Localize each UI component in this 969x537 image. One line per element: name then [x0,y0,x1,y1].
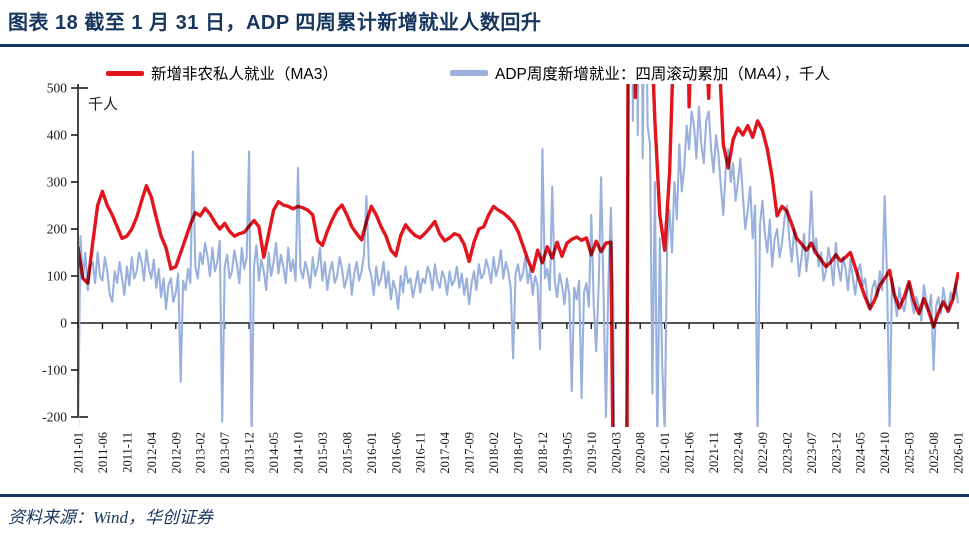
x-axis-tick-label: 2013-12 [243,432,257,474]
x-axis-tick-label: 2017-09 [463,432,477,474]
x-axis-tick-label: 2021-11 [707,432,721,473]
legend-item-nonfarm: 新增非农私人就业（MA3） [106,63,338,83]
x-axis-tick-label: 2013-02 [194,432,208,474]
x-axis-tick-label: 2023-02 [780,432,794,474]
x-axis-tick-label: 2016-06 [389,432,403,474]
x-axis-tick-label: 2023-07 [805,432,819,474]
x-axis-tick-label: 2025-08 [927,432,941,474]
x-axis-tick-label: 2023-12 [829,432,843,474]
legend-label-adp: ADP周度新增就业：四周滚动累加（MA4），千人 [495,66,830,83]
y-axis-tick-label: 500 [47,81,68,96]
x-axis-tick-label: 2016-11 [414,432,428,473]
y-axis-tick-label: 200 [47,222,68,237]
x-axis-tick-label: 2012-04 [145,431,159,473]
x-axis-tick-label: 2021-06 [683,432,697,474]
x-axis-tick-label: 2011-06 [96,432,110,473]
legend-item-adp: ADP周度新增就业：四周滚动累加（MA4），千人 [450,63,830,83]
x-axis-tick-label: 2025-03 [903,432,917,474]
x-axis-tick-label: 2026-01 [952,432,966,474]
y-axis-tick-label: 100 [47,269,68,284]
x-axis-tick-label: 2018-02 [487,432,501,474]
y-axis-unit-label: 千人 [88,96,119,113]
x-axis-tick-label: 2011-11 [120,432,134,473]
page-title: 图表 18 截至 1 月 31 日，ADP 四周累计新增就业人数回升 [8,12,542,34]
red-line-swatch-icon [106,70,144,76]
x-axis-tick-label: 2021-01 [658,432,672,474]
x-axis-tick-label: 2020-03 [609,432,623,474]
y-axis-tick-label: -200 [42,410,67,425]
x-axis-tick-label: 2017-04 [438,431,452,473]
legend-label-nonfarm: 新增非农私人就业（MA3） [151,66,338,83]
x-axis-tick-label: 2022-04 [732,431,746,473]
x-axis-tick-label: 2022-09 [756,432,770,474]
x-axis-tick-label: 2012-09 [169,432,183,474]
x-axis-tick-label: 2011-01 [72,432,86,473]
x-axis-tick-label: 2019-10 [585,432,599,474]
y-axis-tick-label: 300 [47,175,68,190]
x-axis-tick-label: 2020-08 [634,432,648,474]
x-axis-tick-label: 2024-05 [854,432,868,474]
series-nonfarm-ma3-line [79,84,959,427]
x-axis-tick-label: 2013-07 [218,432,232,474]
footer-divider [0,494,969,497]
series-adp-weekly-line [79,84,959,427]
y-axis-tick-label: 400 [47,128,68,143]
x-axis-tick-label: 2019-05 [560,432,574,474]
x-axis-tick-label: 2024-10 [878,432,892,474]
x-axis-tick-label: 2015-08 [340,432,354,474]
x-axis-tick-label: 2014-05 [267,432,281,474]
x-axis-tick-label: 2018-12 [536,432,550,474]
y-axis-tick-label: -100 [42,363,67,378]
source-note: 资料来源：Wind，华创证券 [8,508,213,527]
title-divider [0,44,969,47]
blue-line-swatch-icon [450,70,488,76]
x-axis-tick-label: 2015-03 [316,432,330,474]
y-axis-tick-label: 0 [60,316,67,331]
x-axis-tick-label: 2014-10 [292,432,306,474]
x-axis-tick-label: 2018-07 [512,432,526,474]
x-axis-tick-label: 2016-01 [365,432,379,474]
